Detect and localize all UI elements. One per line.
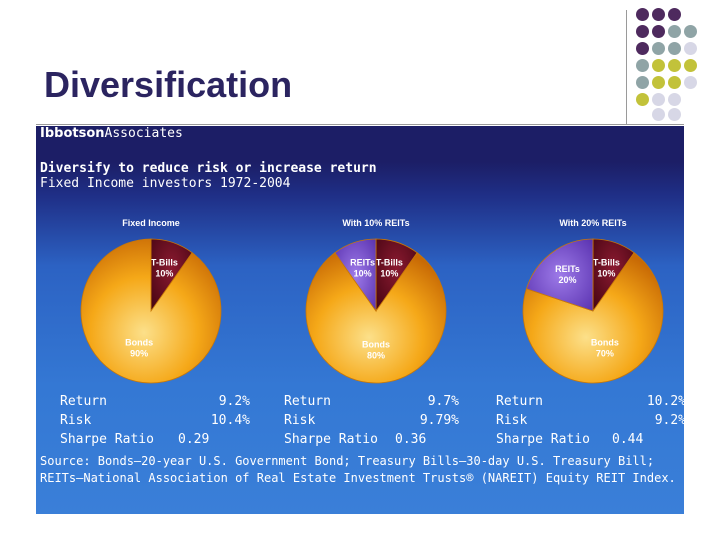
title-divider-vertical bbox=[626, 10, 627, 125]
decor-dot bbox=[636, 76, 649, 89]
decor-dot bbox=[668, 59, 681, 72]
pie-title: Fixed Income bbox=[122, 218, 180, 228]
decor-dot bbox=[636, 42, 649, 55]
stat-label: Sharpe Ratio bbox=[496, 432, 590, 447]
decor-dot bbox=[636, 25, 649, 38]
pie-slice-bonds bbox=[522, 252, 664, 384]
pie-slice-reits bbox=[525, 238, 594, 312]
source-note: Source: Bonds—20-year U.S. Government Bo… bbox=[40, 454, 676, 485]
stat-row-risk: Risk 9.79% bbox=[284, 411, 459, 430]
stat-value: 0.36 bbox=[395, 432, 427, 447]
decor-dot bbox=[668, 108, 681, 121]
stat-label: Risk bbox=[60, 413, 92, 428]
slice-label-name: T-Bills bbox=[376, 258, 403, 268]
stat-value: 10.4% bbox=[210, 413, 250, 428]
pie-slice-bonds bbox=[305, 252, 447, 384]
stat-row-risk: Risk 10.4% bbox=[60, 411, 250, 430]
stat-label: Risk bbox=[284, 413, 316, 428]
slide-title: Diversification bbox=[44, 64, 293, 105]
decorative-dot-grid bbox=[636, 8, 716, 121]
chart-headline: Diversify to reduce risk or increase ret… bbox=[40, 161, 377, 176]
stats-with-20-reits: Return 10.2% Risk 9.2% Sharpe Ratio 0.44 bbox=[496, 392, 686, 449]
pie-title: With 10% REITs bbox=[342, 218, 409, 228]
decor-dot bbox=[668, 76, 681, 89]
decor-dot bbox=[636, 93, 649, 106]
stat-label: Return bbox=[60, 394, 107, 409]
stat-label: Risk bbox=[496, 413, 528, 428]
stat-row-return: Return 9.7% bbox=[284, 392, 459, 411]
decor-dot bbox=[668, 42, 681, 55]
stat-value: 0.29 bbox=[178, 432, 210, 447]
decor-dot bbox=[684, 25, 697, 38]
slice-label-name: Bonds bbox=[125, 338, 153, 348]
decor-dot bbox=[684, 42, 697, 55]
slice-label-name: Bonds bbox=[362, 340, 390, 350]
slice-label-value: 10% bbox=[597, 269, 615, 279]
slice-label-value: 10% bbox=[155, 269, 173, 279]
slice-label-name: Bonds bbox=[591, 338, 619, 348]
decor-dot bbox=[636, 8, 649, 21]
slice-label-value: 70% bbox=[596, 349, 614, 359]
stat-row-sharpe: Sharpe Ratio 0.29 bbox=[60, 430, 250, 449]
brand-bold: Ibbotson bbox=[40, 126, 105, 141]
stat-row-sharpe: Sharpe Ratio 0.44 bbox=[496, 430, 686, 449]
stats-with-10-reits: Return 9.7% Risk 9.79% Sharpe Ratio 0.36 bbox=[284, 392, 459, 449]
stat-value: 0.44 bbox=[612, 432, 644, 447]
stat-row-risk: Risk 9.2% bbox=[496, 411, 686, 430]
decor-dot bbox=[652, 59, 665, 72]
decor-dot bbox=[668, 93, 681, 106]
slice-label-value: 80% bbox=[367, 351, 385, 361]
stat-row-return: Return 10.2% bbox=[496, 392, 686, 411]
slice-label-value: 10% bbox=[380, 269, 398, 279]
decor-dot bbox=[684, 59, 697, 72]
stat-value: 9.2% bbox=[218, 394, 250, 409]
slice-label-value: 10% bbox=[354, 269, 372, 279]
title-divider-horizontal bbox=[36, 124, 684, 125]
stat-row-sharpe: Sharpe Ratio 0.36 bbox=[284, 430, 459, 449]
ibbotson-chart-panel: IbbotsonAssociates Diversify to reduce r… bbox=[36, 126, 686, 514]
stat-value: 9.79% bbox=[419, 413, 459, 428]
slice-label-name: REITs bbox=[350, 258, 375, 268]
stat-label: Return bbox=[496, 394, 543, 409]
chart-subheadline: Fixed Income investors 1972-2004 bbox=[40, 176, 291, 191]
slice-label-name: T-Bills bbox=[151, 258, 178, 268]
decor-dot bbox=[652, 25, 665, 38]
brand-rest: Associates bbox=[104, 126, 183, 141]
decor-dot bbox=[652, 108, 665, 121]
decor-dot bbox=[652, 76, 665, 89]
stat-value: 9.7% bbox=[427, 394, 459, 409]
stat-label: Sharpe Ratio bbox=[60, 432, 154, 447]
stat-row-return: Return 9.2% bbox=[60, 392, 250, 411]
decor-dot bbox=[652, 8, 665, 21]
decor-dot bbox=[668, 8, 681, 21]
stats-fixed-income: Return 9.2% Risk 10.4% Sharpe Ratio 0.29 bbox=[60, 392, 250, 449]
decor-dot bbox=[684, 76, 697, 89]
slice-label-name: T-Bills bbox=[593, 258, 620, 268]
stat-label: Return bbox=[284, 394, 331, 409]
slice-label-name: REITs bbox=[555, 264, 580, 274]
stat-value: 10.2% bbox=[646, 394, 686, 409]
decor-dot bbox=[668, 25, 681, 38]
stat-label: Sharpe Ratio bbox=[284, 432, 378, 447]
decor-dot bbox=[652, 93, 665, 106]
slice-label-value: 90% bbox=[130, 349, 148, 359]
pie-slice-bonds bbox=[80, 238, 222, 384]
stat-value: 9.2% bbox=[654, 413, 686, 428]
slice-label-value: 20% bbox=[558, 275, 576, 285]
brand-logo: IbbotsonAssociates bbox=[40, 126, 183, 141]
pie-slice-reits bbox=[334, 238, 377, 313]
pie-title: With 20% REITs bbox=[559, 218, 626, 228]
decor-dot bbox=[652, 42, 665, 55]
decor-dot bbox=[636, 59, 649, 72]
